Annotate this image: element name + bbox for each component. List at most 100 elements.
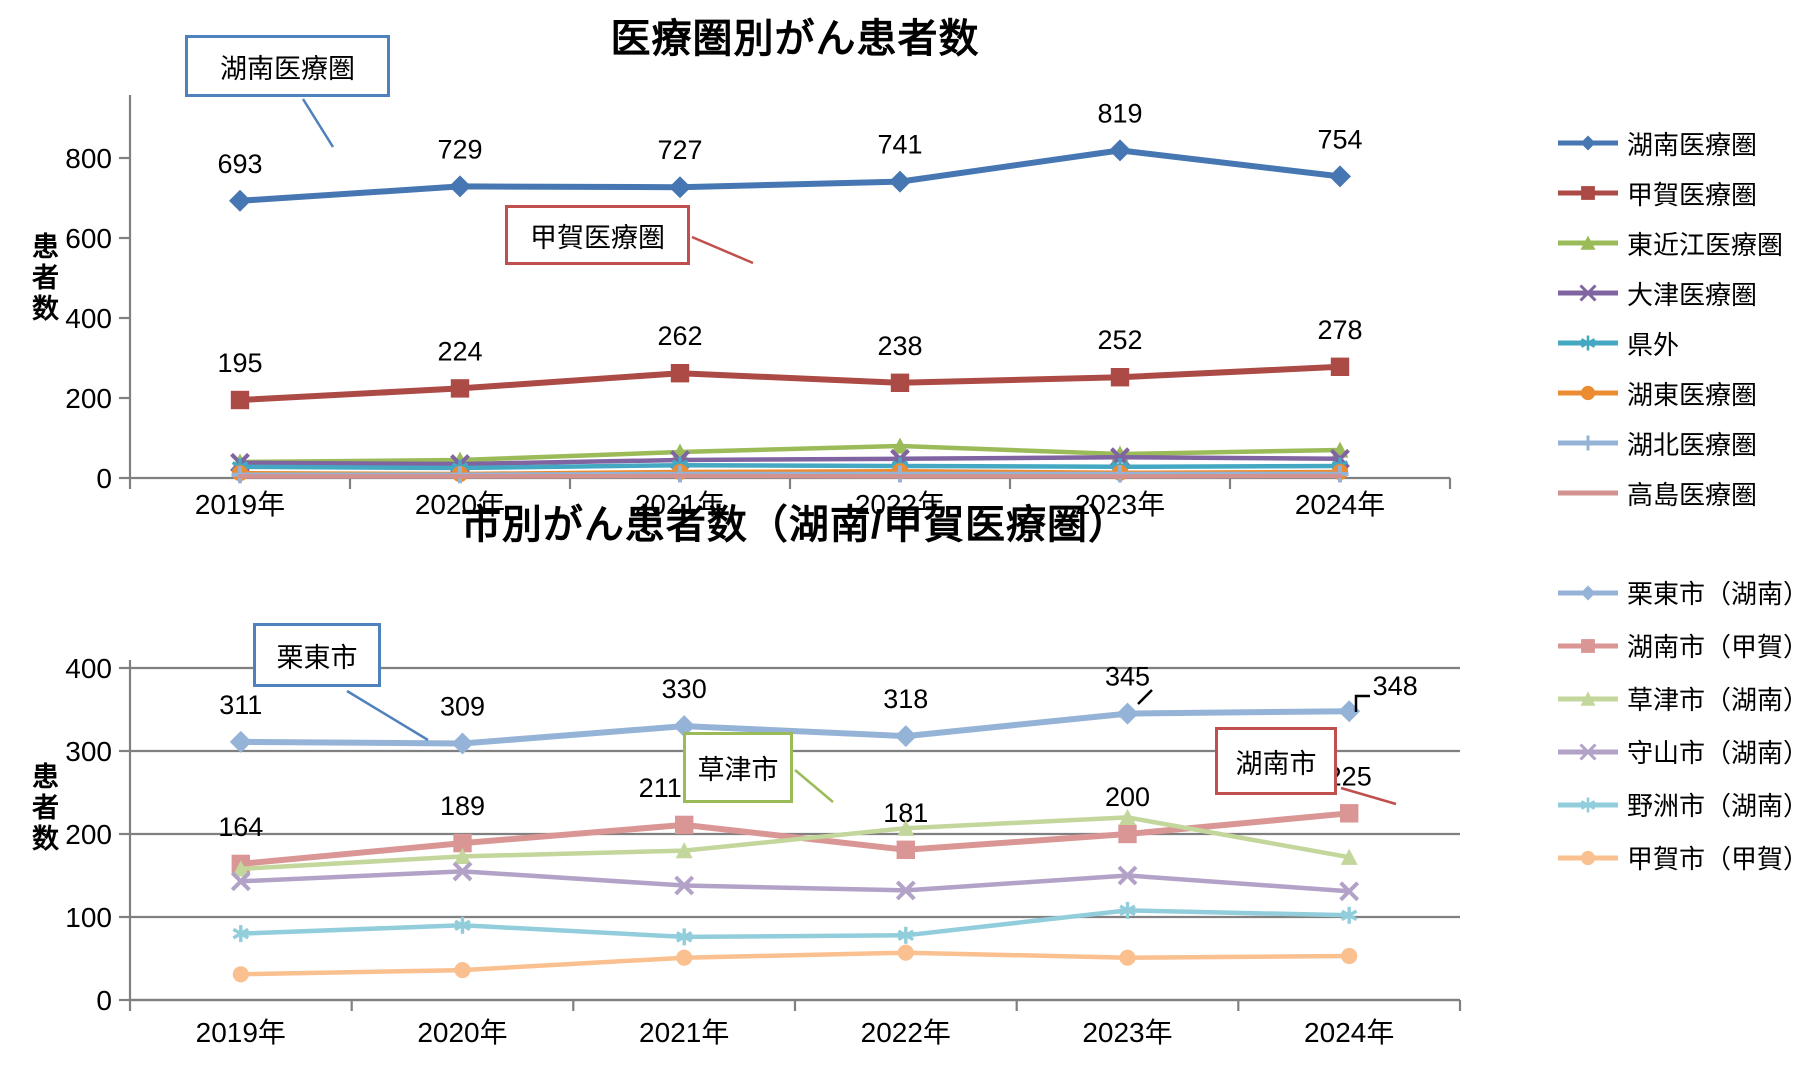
legend-item[interactable]: 守山市（湖南） [1556,725,1809,778]
legend-item[interactable]: 大津医療圏 [1556,268,1783,318]
series-栗東市（湖南）[interactable] [229,700,1361,755]
marker-diamond [229,189,251,212]
series-line [238,815,1352,872]
legend-item[interactable]: 栗東市（湖南） [1556,566,1809,619]
annotation-box[interactable]: 甲賀医療圏 [505,205,690,265]
legend-item[interactable]: 県外 [1556,318,1783,368]
y-tick-label: 0 [96,463,112,494]
chart2-legend: 栗東市（湖南） 湖南市（甲賀） 草津市（湖南） 守山市（湖南） 野洲市（湖南） 甲賀市（甲… [1556,566,1809,884]
marker-diamond [1338,700,1361,723]
legend-key-icon [1558,235,1618,250]
legend-item[interactable]: 甲賀市（甲賀） [1556,831,1809,884]
data-label: 278 [1317,315,1362,345]
marker-x [452,861,473,882]
series-湖南医療圏[interactable] [229,139,1351,212]
y-tick-label: 600 [65,223,112,254]
legend-key-icon [1558,490,1618,496]
x-category-label: 2020年 [417,1017,507,1048]
marker-asterisk [1119,901,1136,919]
data-label: 195 [217,348,262,378]
legend-item[interactable]: 野洲市（湖南） [1556,778,1809,831]
annotation-leader-line [1340,786,1397,806]
x-category-label: 2019年 [195,489,285,520]
data-label: 819 [1097,98,1142,128]
chart2-y-axis-title: 患者数 [28,762,58,855]
marker-triangle [675,842,693,859]
marker-diamond [889,170,911,193]
marker-x [674,875,695,896]
series-甲賀市（甲賀）[interactable] [232,944,1358,983]
legend-item[interactable]: 草津市（湖南） [1556,672,1809,725]
marker-circle [1341,947,1358,965]
marker-triangle [454,847,471,865]
series-甲賀医療圏[interactable] [230,357,1350,410]
marker-circle [897,944,914,961]
annotation-box[interactable]: 湖南市 [1215,727,1337,795]
data-label: 238 [877,331,922,361]
marker-diamond [1580,585,1596,600]
y-tick-label: 0 [96,985,112,1016]
marker-circle [454,962,471,979]
series-野洲市（湖南）[interactable] [232,901,1358,946]
marker-diamond [1580,135,1596,151]
marker-asterisk [1580,797,1596,812]
marker-square [896,840,915,859]
legend-label: 大津医療圏 [1627,279,1758,310]
legend-key-icon [1558,850,1618,865]
legend-item[interactable]: 東近江医療圏 [1556,218,1783,268]
data-label: 330 [662,674,707,704]
legend-key-icon [1558,691,1618,706]
annotation-box[interactable]: 草津市 [683,732,793,803]
legend-label: 甲賀市（甲賀） [1627,844,1810,874]
data-label: 164 [218,812,263,842]
x-category-label: 2023年 [1082,1017,1172,1048]
marker-square [450,379,470,398]
marker-circle [1119,949,1136,966]
marker-asterisk [1340,906,1358,924]
annotation-leader-line [691,235,754,265]
marker-triangle [1119,808,1136,826]
x-category-label: 2019年 [196,1017,286,1048]
legend-item[interactable]: 高島医療圏 [1556,468,1783,518]
marker-circle [232,966,249,983]
marker-diamond [1329,165,1351,188]
chart2-title: 市別がん患者数（湖南/甲賀医療圏） [460,503,1130,547]
legend-item[interactable]: 湖南医療圏 [1556,118,1783,168]
marker-circle [1580,850,1596,865]
series-草津市（湖南）[interactable] [232,808,1358,877]
y-tick-label: 400 [65,303,112,334]
x-category-label: 2023年 [1075,489,1165,520]
legend-key-icon [1558,638,1618,653]
series-line [238,908,1352,940]
marker-triangle [897,819,915,836]
legend-item[interactable]: 湖北医療圏 [1556,418,1783,468]
legend-item[interactable]: 甲賀医療圏 [1556,168,1783,218]
y-tick-label: 100 [65,902,112,933]
marker-asterisk [232,925,250,943]
legend-item[interactable]: 湖東医療圏 [1556,368,1783,418]
x-category-label: 2021年 [635,489,725,520]
annotation-leader-line [1354,694,1370,712]
marker-triangle [1340,848,1358,865]
annotation-leader-line [301,98,335,148]
chart1-title: 医療圏別がん患者数 [610,17,980,61]
annotation-box[interactable]: 湖南医療圏 [185,35,390,97]
legend-label: 湖東医療圏 [1627,379,1758,410]
marker-square [1340,804,1359,823]
marker-square [1581,186,1595,200]
chart1-y-axis-title: 患者数 [28,232,58,325]
marker-square [453,833,472,853]
data-label: 252 [1097,325,1142,355]
legend-item[interactable]: 湖南市（甲賀） [1556,619,1809,672]
marker-diamond [894,725,917,748]
data-label: 729 [437,134,482,164]
marker-asterisk [454,916,471,934]
marker-triangle [1580,691,1596,706]
series-守山市（湖南）[interactable] [230,861,1360,902]
marker-diamond [669,176,691,199]
legend-label: 東近江医療圏 [1627,229,1784,260]
marker-triangle [232,860,250,877]
annotation-box[interactable]: 栗東市 [253,623,381,687]
annotation-leader-line [346,689,429,742]
